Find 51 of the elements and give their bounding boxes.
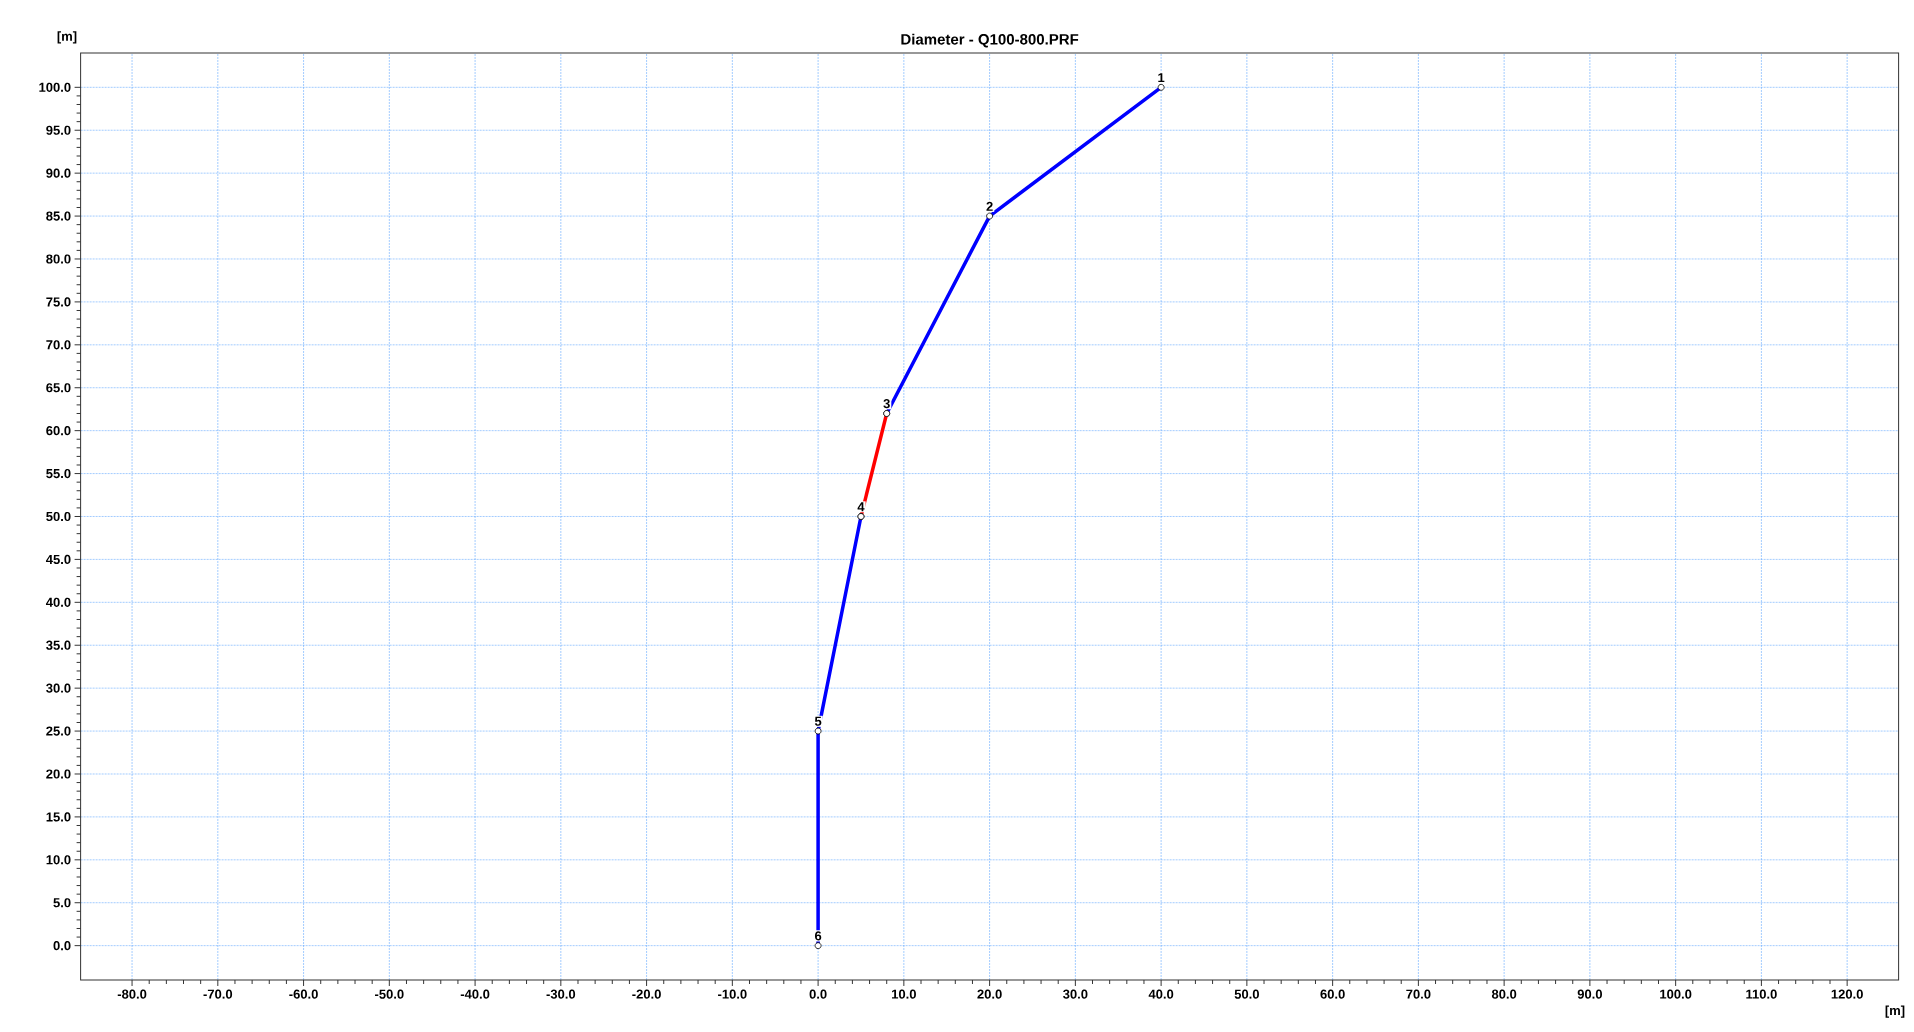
annotation: 2: [986, 201, 993, 211]
x-tick-label: 10.0: [892, 989, 916, 999]
y-tick-label: 75.0: [46, 297, 71, 307]
y-tick-label: 70.0: [46, 340, 71, 350]
x-tick-label: -60.0: [289, 989, 318, 999]
y-axis-title: [m]: [57, 31, 77, 44]
annotation: 5: [814, 716, 822, 726]
y-tick-label: 55.0: [46, 468, 71, 479]
y-tick-label: 80.0: [46, 254, 71, 264]
y-tick-label: 95.0: [46, 125, 71, 135]
x-tick-label: 20.0: [977, 989, 1002, 999]
y-tick-label: 15.0: [46, 812, 71, 822]
x-tick-label: -30.0: [546, 989, 576, 999]
y-tick-label: 65.0: [46, 383, 71, 393]
x-tick-label: 50.0: [1234, 989, 1259, 999]
x-tick-label: 60.0: [1320, 989, 1345, 999]
annotation: 3: [883, 399, 890, 409]
x-tick-label: -70.0: [203, 989, 233, 999]
x-tick-label: 110.0: [1746, 989, 1777, 999]
x-tick-label: 40.0: [1148, 989, 1174, 999]
y-tick-label: 0.0: [53, 941, 71, 951]
x-tick-label: -50.0: [375, 989, 404, 999]
y-tick-label: 25.0: [46, 726, 71, 736]
x-tick-label: 0.0: [809, 989, 827, 999]
x-tick-label: -10.0: [718, 989, 747, 999]
y-tick-label: 45.0: [45, 554, 71, 564]
y-tick-label: 10.0: [46, 855, 71, 865]
y-tick-label: 40.0: [45, 597, 71, 607]
y-tick-label: 5.0: [53, 898, 71, 908]
x-tick-label: -40.0: [460, 989, 490, 999]
x-tick-label: 90.0: [1577, 989, 1603, 999]
y-tick-label: 85.0: [46, 211, 71, 221]
annotation: 6: [814, 931, 822, 941]
x-axis-title: [m]: [1885, 1005, 1905, 1018]
x-tick-label: 100.0: [1660, 989, 1692, 999]
y-tick-label: 50.0: [46, 511, 71, 522]
chart-title: Diameter - Q100-800.PRF: [901, 33, 1079, 48]
y-tick-label: 90.0: [46, 168, 71, 178]
annotation: 4: [857, 502, 865, 512]
y-tick-label: 35.0: [46, 640, 71, 650]
x-tick-label: 70.0: [1406, 989, 1431, 999]
x-tick-label: 30.0: [1063, 989, 1088, 999]
y-tick-label: 100.0: [39, 82, 71, 92]
x-tick-label: -20.0: [632, 989, 661, 999]
y-tick-label: 20.0: [46, 769, 71, 779]
annotation: 1: [1158, 73, 1165, 83]
x-tick-label: 120.0: [1831, 989, 1863, 999]
x-tick-label: 80.0: [1491, 989, 1517, 999]
y-tick-label: 30.0: [46, 683, 71, 693]
x-tick-label: -80.0: [117, 989, 147, 999]
y-tick-label: 60.0: [46, 426, 71, 436]
